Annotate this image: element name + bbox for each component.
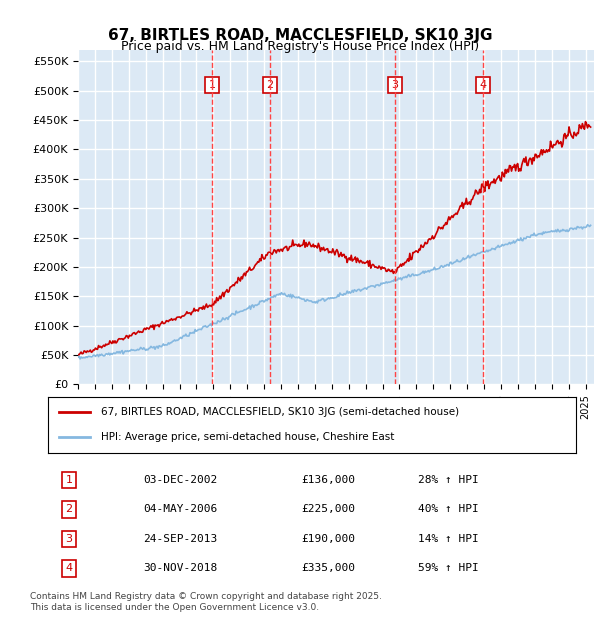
Text: £136,000: £136,000 xyxy=(301,475,355,485)
Text: 30-NOV-2018: 30-NOV-2018 xyxy=(143,564,217,574)
Text: £190,000: £190,000 xyxy=(301,534,355,544)
Text: 67, BIRTLES ROAD, MACCLESFIELD, SK10 3JG (semi-detached house): 67, BIRTLES ROAD, MACCLESFIELD, SK10 3JG… xyxy=(101,407,459,417)
Text: 3: 3 xyxy=(65,534,73,544)
Text: 4: 4 xyxy=(65,564,73,574)
Text: 03-DEC-2002: 03-DEC-2002 xyxy=(143,475,217,485)
Text: 04-MAY-2006: 04-MAY-2006 xyxy=(143,505,217,515)
Text: 14% ↑ HPI: 14% ↑ HPI xyxy=(418,534,478,544)
Text: 40% ↑ HPI: 40% ↑ HPI xyxy=(418,505,478,515)
Text: £335,000: £335,000 xyxy=(301,564,355,574)
Text: 4: 4 xyxy=(479,80,486,90)
Text: Contains HM Land Registry data © Crown copyright and database right 2025.
This d: Contains HM Land Registry data © Crown c… xyxy=(30,592,382,611)
Text: 59% ↑ HPI: 59% ↑ HPI xyxy=(418,564,478,574)
Text: 2: 2 xyxy=(65,505,73,515)
Text: £225,000: £225,000 xyxy=(301,505,355,515)
Text: 67, BIRTLES ROAD, MACCLESFIELD, SK10 3JG: 67, BIRTLES ROAD, MACCLESFIELD, SK10 3JG xyxy=(108,28,492,43)
Text: Price paid vs. HM Land Registry's House Price Index (HPI): Price paid vs. HM Land Registry's House … xyxy=(121,40,479,53)
Text: 3: 3 xyxy=(391,80,398,90)
Text: HPI: Average price, semi-detached house, Cheshire East: HPI: Average price, semi-detached house,… xyxy=(101,432,394,442)
Text: 28% ↑ HPI: 28% ↑ HPI xyxy=(418,475,478,485)
Text: 1: 1 xyxy=(208,80,215,90)
Text: 24-SEP-2013: 24-SEP-2013 xyxy=(143,534,217,544)
Text: 1: 1 xyxy=(65,475,73,485)
Text: 2: 2 xyxy=(266,80,274,90)
